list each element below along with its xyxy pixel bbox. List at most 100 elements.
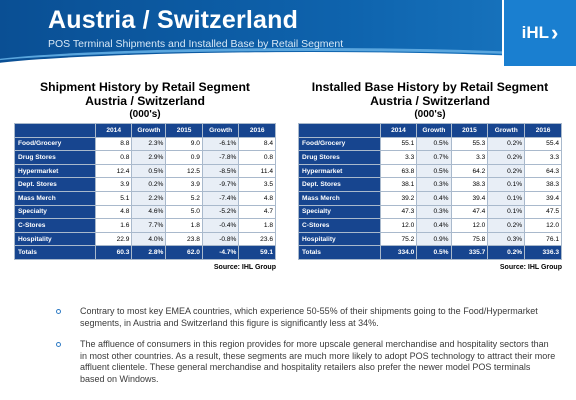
table-row: Dept. Stores 38.1 0.3% 38.3 0.1% 38.3	[298, 177, 562, 192]
table-cell: 38.1	[379, 177, 418, 192]
segment-label: C-Stores	[298, 218, 381, 233]
table-cell: 59.1	[238, 245, 276, 260]
table-cell: 39.4	[524, 190, 562, 206]
segment-label: Food/Grocery	[298, 136, 381, 152]
table-row: Specialty 47.3 0.3% 47.4 0.1% 47.5	[298, 204, 562, 220]
page-title: Austria / Switzerland	[48, 6, 299, 34]
table-row: Dept. Stores 3.9 0.2% 3.9 -9.7% 3.5	[14, 177, 276, 192]
table-cell: 0.3%	[416, 204, 452, 220]
segment-label: Totals	[298, 245, 381, 260]
table-cell: 4.0%	[131, 231, 167, 247]
table-cell: 0.2%	[487, 150, 526, 165]
table-cell: 12.0	[379, 218, 418, 233]
segment-label: Dept. Stores	[298, 177, 381, 192]
table-cell: 11.4	[238, 163, 276, 179]
installed-base-panel: Installed Base History by Retail Segment…	[298, 80, 562, 271]
segment-label: Food/Grocery	[14, 136, 96, 152]
segment-label: Specialty	[298, 204, 381, 220]
column-header: 2015	[450, 123, 489, 138]
table-cell: 0.8	[238, 150, 276, 165]
column-header-blank	[14, 123, 96, 138]
table-cell: 4.8	[238, 190, 276, 206]
table-cell: -7.4%	[201, 190, 240, 206]
table-row: C-Stores 12.0 0.4% 12.0 0.2% 12.0	[298, 218, 562, 233]
table-cell: 4.7	[238, 204, 276, 220]
table-row: Hospitality 22.9 4.0% 23.8 -0.8% 23.6	[14, 231, 276, 247]
table-cell: 2.2%	[131, 190, 167, 206]
table-row: Specialty 4.8 4.6% 5.0 -5.2% 4.7	[14, 204, 276, 220]
segment-label: Drug Stores	[14, 150, 96, 165]
segment-label: Hypermarket	[298, 163, 381, 179]
table-row: Mass Merch 5.1 2.2% 5.2 -7.4% 4.8	[14, 190, 276, 206]
shipment-region: Austria / Switzerland	[85, 94, 205, 108]
table-cell: -0.8%	[201, 231, 240, 247]
column-header: Growth	[416, 123, 452, 138]
segment-label: Hospitality	[14, 231, 96, 247]
table-row: Drug Stores 0.8 2.9% 0.9 -7.8% 0.8	[14, 150, 276, 165]
table-cell: 9.0	[165, 136, 203, 152]
segment-label: Hypermarket	[14, 163, 96, 179]
table-cell: 38.3	[524, 177, 562, 192]
table-row: Mass Merch 39.2 0.4% 39.4 0.1% 39.4	[298, 190, 562, 206]
table-cell: 12.4	[94, 163, 133, 179]
column-header: 2014	[94, 123, 133, 138]
column-header: Growth	[201, 123, 240, 138]
table-cell: 0.4%	[416, 190, 452, 206]
segment-label: Mass Merch	[298, 190, 381, 206]
installed-source: Source: IHL Group	[499, 263, 562, 271]
table-cell: 3.9	[165, 177, 203, 192]
table-cell: 12.0	[524, 218, 562, 233]
table-cell: 0.5%	[416, 245, 452, 260]
installed-table: 2014 Growth 2015 Growth 2016 Food/Grocery 55.…	[298, 123, 562, 260]
table-cell: -7.8%	[201, 150, 240, 165]
table-cell: 0.2%	[487, 218, 526, 233]
table-cell: 335.7	[450, 245, 489, 260]
installed-units: (000's)	[414, 109, 446, 120]
segment-label: Dept. Stores	[14, 177, 96, 192]
chevron-right-icon: ›	[551, 20, 559, 45]
table-cell: 47.4	[450, 204, 489, 220]
list-item: Contrary to most key EMEA countries, whi…	[56, 306, 556, 329]
bullet-text: Contrary to most key EMEA countries, whi…	[80, 306, 538, 328]
table-cell: 0.9	[165, 150, 203, 165]
table-cell: 3.3	[450, 150, 489, 165]
table-cell: -9.7%	[201, 177, 240, 192]
table-row: Drug Stores 3.3 0.7% 3.3 0.2% 3.3	[298, 150, 562, 165]
table-cell: 47.5	[524, 204, 562, 220]
table-cell: 3.5	[238, 177, 276, 192]
table-cell: 5.1	[94, 190, 133, 206]
segment-label: Mass Merch	[14, 190, 96, 206]
bullet-circle-icon	[56, 309, 61, 314]
table-cell: 39.2	[379, 190, 418, 206]
table-cell: 0.7%	[416, 150, 452, 165]
shipment-title: Shipment History by Retail Segment	[40, 80, 250, 94]
bullet-circle-icon	[56, 342, 61, 347]
table-cell: 2.3%	[131, 136, 167, 152]
table-cell: 63.8	[379, 163, 418, 179]
table-cell: 0.3%	[487, 231, 526, 247]
table-row: Hypermarket 12.4 0.5% 12.5 -8.5% 11.4	[14, 163, 276, 179]
logo-text: iHL	[521, 23, 550, 42]
header-swoosh-line	[0, 48, 576, 68]
table-cell: 75.2	[379, 231, 418, 247]
table-cell: 0.2%	[487, 136, 526, 152]
table-cell: 0.1%	[487, 204, 526, 220]
table-cell: 8.4	[238, 136, 276, 152]
table-cell: 7.7%	[131, 218, 167, 233]
table-cell: 0.8	[94, 150, 133, 165]
shipment-units: (000's)	[129, 109, 161, 120]
table-cell: 1.6	[94, 218, 133, 233]
header-banner: Austria / Switzerland POS Terminal Shipm…	[0, 0, 576, 68]
table-cell: 12.0	[450, 218, 489, 233]
table-cell: 4.6%	[131, 204, 167, 220]
column-header: Growth	[487, 123, 526, 138]
table-cell: 1.8	[165, 218, 203, 233]
table-cell: -5.2%	[201, 204, 240, 220]
table-cell: 0.2%	[487, 245, 526, 260]
table-cell: 0.1%	[487, 177, 526, 192]
column-header: 2014	[379, 123, 418, 138]
segment-label: Hospitality	[298, 231, 381, 247]
installed-title: Installed Base History by Retail Segment	[311, 80, 549, 94]
table-cell: 55.1	[379, 136, 418, 152]
table-cell: -4.7%	[201, 245, 240, 260]
